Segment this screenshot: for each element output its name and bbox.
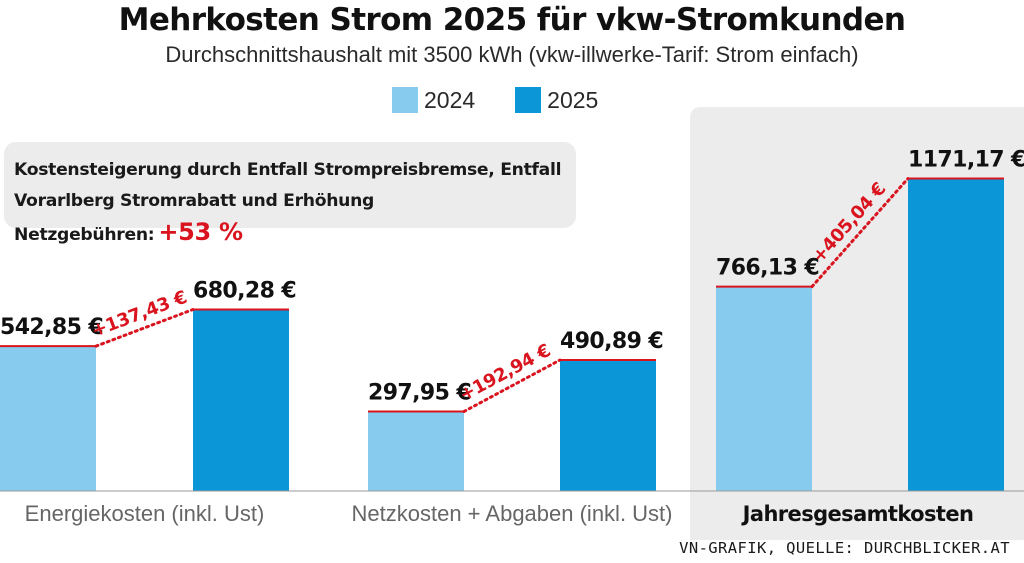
difference-connector-3 — [810, 177, 910, 289]
value-label-2025-1: 680,28 € — [193, 279, 296, 304]
bar-2025-3 — [908, 178, 1004, 491]
callout-line-1: Kostensteigerung durch Entfall Stromprei… — [14, 160, 562, 180]
difference-connector-1 — [94, 308, 195, 348]
legend: 2024 2025 — [392, 86, 638, 114]
bar-2025-1 — [193, 309, 289, 491]
difference-label-3: +405,04 € — [808, 179, 890, 268]
difference-connector-2 — [462, 358, 562, 414]
bar-2025-2 — [560, 360, 656, 491]
category-label-2: Netzkosten + Abgaben (inkl. Ust) — [352, 501, 673, 526]
value-label-2025-2: 490,89 € — [560, 329, 663, 354]
bar-2024-2 — [368, 411, 464, 491]
callout-line-2-text: Vorarlberg Stromrabatt und Erhöhung Netz… — [14, 191, 375, 245]
chart-subtitle: Durchschnittshaushalt mit 3500 kWh (vkw-… — [165, 42, 859, 67]
callout-line-2: Vorarlberg Stromrabatt und Erhöhung Netz… — [14, 186, 576, 251]
category-label-1: Energiekosten (inkl. Ust) — [25, 501, 265, 526]
value-label-2025-3: 1171,17 € — [908, 148, 1024, 173]
category-label-3: Jahresgesamtkosten — [741, 502, 974, 526]
legend-label-2025: 2025 — [547, 86, 599, 113]
value-label-2024-2: 297,95 € — [368, 381, 471, 406]
bar-2024-1 — [0, 346, 96, 491]
callout-percent: +53 % — [158, 218, 243, 246]
legend-item-2025: 2025 — [515, 87, 598, 114]
difference-label-2: +192,94 € — [456, 340, 554, 406]
source-credit: VN-GRAFIK, QUELLE: DURCHBLICKER.AT — [679, 539, 1010, 557]
value-label-2024-3: 766,13 € — [716, 256, 819, 281]
chart-title: Mehrkosten Strom 2025 für vkw-Stromkunde… — [118, 2, 906, 38]
legend-label-2024: 2024 — [424, 86, 476, 113]
legend-swatch-2024 — [392, 87, 418, 113]
difference-label-1: +137,43 € — [89, 287, 190, 342]
cost-increase-callout: Kostensteigerung durch Entfall Stromprei… — [4, 142, 576, 246]
legend-swatch-2025 — [515, 87, 542, 113]
bar-2024-3 — [716, 286, 812, 491]
value-label-2024-1: 542,85 € — [0, 315, 103, 340]
legend-item-2024: 2024 — [392, 87, 475, 114]
